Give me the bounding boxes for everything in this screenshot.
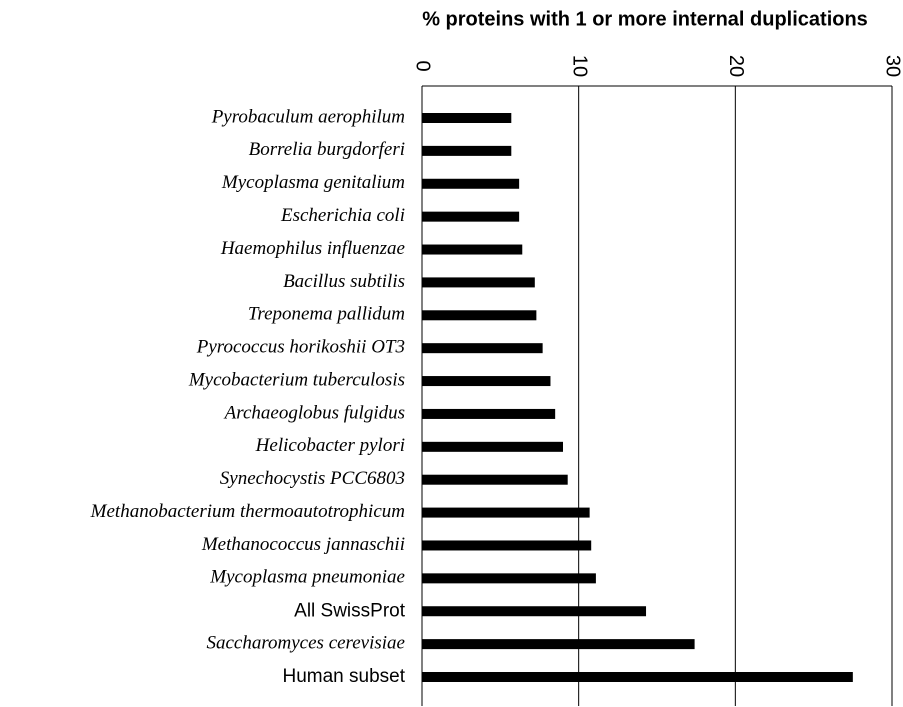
y-tick-label: Saccharomyces cerevisiae <box>206 632 405 653</box>
bar <box>422 343 543 354</box>
bar <box>422 639 695 650</box>
y-tick-label: Treponema pallidum <box>248 304 405 325</box>
bar <box>422 178 520 189</box>
y-tick-label: Synechocystis PCC6803 <box>220 468 405 489</box>
bar <box>422 507 590 518</box>
y-tick-label: Haemophilus influenzae <box>220 238 405 259</box>
x-tick-label: 10 <box>568 55 590 77</box>
bar <box>422 310 537 321</box>
bar <box>422 145 512 156</box>
y-tick-label: Escherichia coli <box>280 205 405 226</box>
bar <box>422 606 647 617</box>
y-tick-label: Methanobacterium thermoautotrophicum <box>90 501 405 522</box>
bar <box>422 244 523 255</box>
y-tick-label: Methanococcus jannaschii <box>201 534 405 555</box>
bar <box>422 441 563 452</box>
y-tick-label: Pyrobaculum aerophilum <box>211 106 405 127</box>
y-tick-label: Mycoplasma genitalium <box>221 172 405 193</box>
y-tick-label: Helicobacter pylori <box>255 435 405 456</box>
bar <box>422 474 568 485</box>
bar <box>422 113 512 123</box>
y-tick-label: All SwissProt <box>294 600 406 621</box>
x-tick-label: 20 <box>725 55 747 77</box>
bar <box>422 540 592 551</box>
y-tick-label: Borrelia burgdorferi <box>249 139 405 160</box>
y-tick-label: Archaeoglobus fulgidus <box>223 402 405 423</box>
y-tick-label: Bacillus subtilis <box>283 271 405 292</box>
bar <box>422 672 853 682</box>
y-tick-label: Mycoplasma pneumoniae <box>209 567 405 588</box>
y-tick-label: Mycobacterium tuberculosis <box>188 369 405 390</box>
bar <box>422 277 535 288</box>
y-tick-label: Human subset <box>282 666 405 687</box>
x-tick-label: 0 <box>412 60 434 71</box>
bar <box>422 376 551 387</box>
bar <box>422 408 556 419</box>
chart-title: % proteins with 1 or more internal dupli… <box>422 8 868 30</box>
x-tick-label: 30 <box>882 55 903 77</box>
bar <box>422 211 520 222</box>
bar <box>422 573 596 584</box>
y-tick-label: Pyrococcus horikoshii OT3 <box>196 337 405 358</box>
